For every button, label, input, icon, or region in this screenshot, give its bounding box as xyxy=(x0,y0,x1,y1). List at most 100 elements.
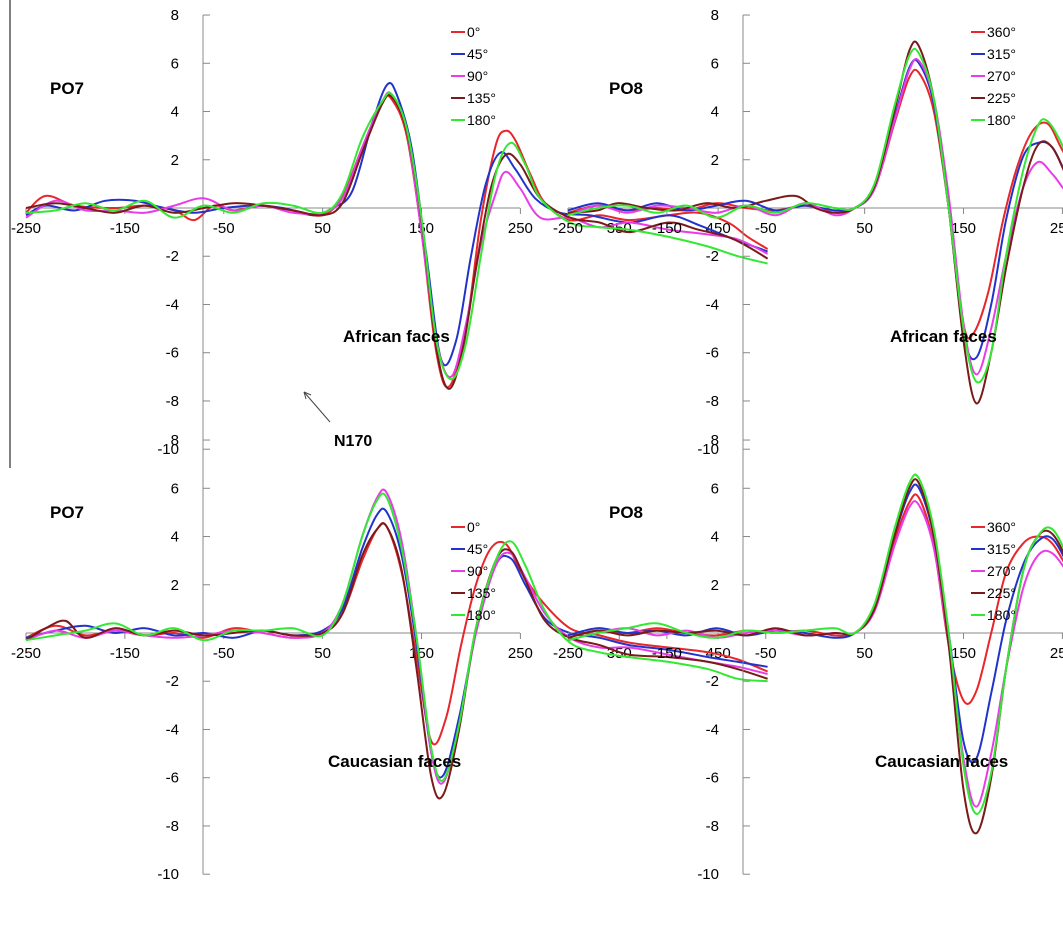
channel-label: PO7 xyxy=(50,79,84,98)
y-tick-label: -6 xyxy=(706,345,719,362)
y-tick-label: -4 xyxy=(166,296,179,313)
y-tick-label: -10 xyxy=(157,441,179,458)
y-tick-label: -10 xyxy=(697,866,719,883)
y-tick-label: 2 xyxy=(171,152,179,169)
y-tick-label: -8 xyxy=(166,393,179,410)
y-tick-label: -2 xyxy=(166,673,179,690)
y-tick-label: 8 xyxy=(711,7,719,24)
y-tick-label: 8 xyxy=(711,432,719,449)
y-tick-label: -10 xyxy=(157,866,179,883)
condition-label: Caucasian faces xyxy=(328,752,461,771)
series-line xyxy=(25,91,769,379)
x-tick-label: 250 xyxy=(508,220,533,237)
x-tick-label: 250 xyxy=(1050,645,1063,662)
y-tick-label: -2 xyxy=(706,673,719,690)
channel-label: PO8 xyxy=(609,503,643,522)
y-tick-label: 2 xyxy=(711,577,719,594)
x-tick-label: 50 xyxy=(314,220,331,237)
panel-2: 8642-2-4-6-8-10-250-150-5050150250350450… xyxy=(553,7,1063,458)
legend-label: 0° xyxy=(467,24,480,40)
y-tick-label: -6 xyxy=(706,770,719,787)
legend-label: 270° xyxy=(987,68,1016,84)
x-tick-label: 50 xyxy=(856,645,873,662)
legend-label: 360° xyxy=(987,519,1016,535)
channel-label: PO8 xyxy=(609,79,643,98)
x-tick-label: -50 xyxy=(755,220,777,237)
x-tick-label: -250 xyxy=(553,220,583,237)
y-tick-label: 8 xyxy=(171,7,179,24)
y-tick-label: -8 xyxy=(706,393,719,410)
legend-label: 225° xyxy=(987,90,1016,106)
condition-label: Caucasian faces xyxy=(875,752,1008,771)
series-line xyxy=(25,522,768,800)
y-tick-label: 8 xyxy=(171,432,179,449)
annotation-arrow-head xyxy=(303,391,312,400)
series-line xyxy=(25,507,768,779)
legend-label: 180° xyxy=(467,607,496,623)
y-tick-label: -4 xyxy=(166,721,179,738)
y-tick-label: -2 xyxy=(706,248,719,265)
y-tick-label: -6 xyxy=(166,770,179,787)
series-line xyxy=(25,492,768,782)
legend-label: 180° xyxy=(987,607,1016,623)
y-tick-label: 4 xyxy=(711,104,719,121)
annotation-label: N170 xyxy=(334,433,372,450)
y-tick-label: -8 xyxy=(166,818,179,835)
condition-label: African faces xyxy=(343,327,450,346)
x-tick-label: -250 xyxy=(553,645,583,662)
y-tick-label: 6 xyxy=(171,55,179,72)
legend-label: 315° xyxy=(987,46,1016,62)
legend-label: 180° xyxy=(987,112,1016,128)
y-tick-label: -2 xyxy=(166,248,179,265)
y-tick-label: 4 xyxy=(171,529,179,546)
legend-label: 0° xyxy=(467,519,480,535)
legend-label: 315° xyxy=(987,541,1016,557)
x-tick-label: -150 xyxy=(110,645,140,662)
annotation-arrow-shaft xyxy=(303,391,331,423)
series-line xyxy=(567,47,1063,384)
legend-label: 45° xyxy=(467,46,488,62)
series-line xyxy=(567,473,1063,815)
legend-label: 270° xyxy=(987,563,1016,579)
x-tick-label: -150 xyxy=(110,220,140,237)
x-tick-label: 150 xyxy=(951,220,976,237)
y-tick-label: -4 xyxy=(706,296,719,313)
x-tick-label: 150 xyxy=(951,645,976,662)
series-line xyxy=(567,57,1063,376)
y-tick-label: -10 xyxy=(697,441,719,458)
y-tick-label: 6 xyxy=(711,480,719,497)
legend-label: 360° xyxy=(987,24,1016,40)
x-tick-label: 250 xyxy=(1050,220,1063,237)
legend-label: 135° xyxy=(467,90,496,106)
x-tick-label: -150 xyxy=(652,645,682,662)
x-tick-label: -50 xyxy=(755,645,777,662)
legend-label: 90° xyxy=(467,68,488,84)
condition-label: African faces xyxy=(890,327,997,346)
y-tick-label: 2 xyxy=(171,577,179,594)
legend-label: 180° xyxy=(467,112,496,128)
channel-label: PO7 xyxy=(50,503,84,522)
legend-label: 90° xyxy=(467,563,488,579)
y-tick-label: -4 xyxy=(706,721,719,738)
y-tick-label: 6 xyxy=(711,55,719,72)
y-tick-label: 2 xyxy=(711,152,719,169)
x-tick-label: 50 xyxy=(856,220,873,237)
x-tick-label: 50 xyxy=(314,645,331,662)
y-tick-label: 4 xyxy=(711,529,719,546)
y-tick-label: 6 xyxy=(171,480,179,497)
x-tick-label: 250 xyxy=(508,645,533,662)
x-tick-label: -150 xyxy=(652,220,682,237)
y-tick-label: -6 xyxy=(166,345,179,362)
y-tick-label: -8 xyxy=(706,818,719,835)
x-tick-label: -50 xyxy=(213,645,235,662)
panel-4: 8642-2-4-6-8-10-250-150-5050150250350450… xyxy=(553,432,1063,883)
series-line xyxy=(25,91,768,381)
legend-label: 45° xyxy=(467,541,488,557)
x-tick-label: -250 xyxy=(11,645,41,662)
x-tick-label: -50 xyxy=(213,220,235,237)
x-tick-label: -250 xyxy=(11,220,41,237)
legend-label: 225° xyxy=(987,585,1016,601)
